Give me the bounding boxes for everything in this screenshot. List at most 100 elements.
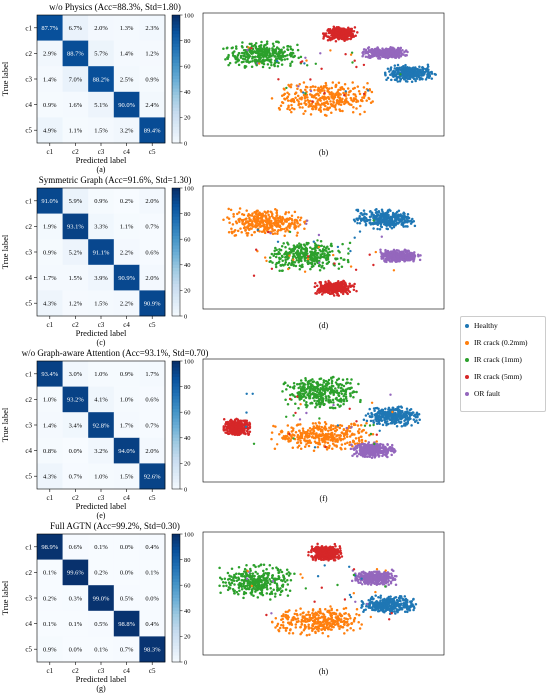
scatter-point [299, 249, 303, 253]
scatter-point [273, 232, 277, 235]
colorbar-segment [172, 383, 180, 387]
scatter-point [375, 213, 379, 217]
scatter-point [249, 223, 252, 226]
scatter-point [427, 71, 431, 75]
scatter-point [296, 87, 299, 91]
scatter-point [268, 66, 271, 70]
scatter-point [276, 218, 280, 222]
heatmap-cell [88, 40, 115, 67]
scatter-point [396, 80, 400, 83]
colorbar-tick-label: 0 [184, 140, 187, 147]
scatter-point [349, 30, 353, 33]
scatter-point [383, 54, 387, 57]
colorbar-segment [172, 31, 180, 35]
scatter-point [341, 378, 345, 382]
scatter-point [390, 78, 393, 82]
scatter-point [299, 216, 303, 219]
scatter-point [329, 100, 332, 103]
heatmap-cell-label: 1.2% [145, 51, 159, 58]
scatter-point [319, 253, 322, 257]
heatmap-cell [37, 15, 63, 41]
scatter-point [284, 260, 288, 264]
scatter-point [384, 72, 387, 76]
scatter-point [402, 412, 406, 416]
colorbar-segment [172, 473, 180, 477]
scatter-point [293, 227, 297, 230]
colorbar-segment [172, 207, 180, 211]
scatter-point [241, 57, 245, 61]
scatter-point [332, 92, 335, 96]
scatter-point [380, 225, 384, 229]
scatter-point [262, 62, 266, 66]
scatter-point [293, 384, 296, 388]
scatter-point [348, 241, 352, 245]
scatter-point [315, 284, 319, 287]
scatter-point [292, 381, 296, 385]
scatter-point [347, 260, 350, 264]
scatter-point [405, 225, 409, 228]
heatmap-cell-label: 3.4% [69, 422, 83, 429]
scatter-point [369, 55, 373, 58]
scatter-point [307, 392, 310, 396]
colorbar-segment [172, 123, 180, 128]
scatter-point [227, 55, 230, 59]
scatter-point [324, 280, 327, 284]
scatter-point [279, 48, 282, 52]
scatter-point [342, 88, 346, 91]
scatter-point [305, 400, 308, 404]
scatter-point [356, 100, 360, 103]
x-axis-label: Predicted label [76, 328, 127, 338]
scatter-point [413, 224, 417, 228]
scatter-point [299, 379, 303, 382]
scatter-point [306, 257, 310, 261]
scatter-point [297, 56, 300, 60]
scatter-point [350, 378, 353, 381]
scatter-point [329, 286, 332, 290]
scatter-point [282, 242, 285, 245]
scatter-point [353, 59, 356, 62]
scatter-point [234, 422, 238, 426]
scatter-point [329, 49, 332, 52]
scatter-point [347, 247, 350, 250]
scatter-point [310, 253, 313, 257]
scatter-point [306, 404, 309, 407]
scatter-point [424, 67, 428, 71]
heatmap-cell-label: 90.0% [118, 102, 135, 109]
scatter-point [366, 81, 369, 85]
scatter-point [222, 429, 226, 432]
scatter-point [235, 47, 238, 50]
scatter-point [247, 46, 250, 49]
scatter-point [406, 71, 410, 74]
heatmap-cell-label: 3.9% [94, 275, 108, 282]
scatter-point [395, 248, 399, 252]
scatter-point [246, 53, 249, 57]
scatter-point [312, 240, 315, 243]
scatter-point [368, 215, 372, 219]
colorbar-segment [172, 40, 180, 45]
scatter-point [272, 44, 275, 48]
scatter-point [283, 227, 286, 231]
scatter-point [270, 219, 273, 223]
colorbar-segment [172, 127, 180, 131]
scatter-point [330, 384, 334, 388]
scatter-point [406, 212, 410, 216]
scatter-point [382, 212, 385, 215]
scatter-point [426, 65, 430, 68]
scatter-point [317, 233, 321, 237]
scatter-point [302, 243, 306, 246]
scatter-point [349, 394, 352, 397]
scatter-point [277, 78, 280, 81]
scatter-point [331, 33, 334, 37]
scatter-point [340, 32, 343, 36]
scatter-point [375, 406, 379, 410]
scatter-point [333, 390, 337, 394]
scatter-point [297, 407, 300, 410]
scatter-point [340, 392, 344, 396]
scatter-point [392, 224, 396, 228]
scatter-point [374, 208, 377, 212]
scatter-point [293, 260, 297, 264]
scatter-point [341, 109, 344, 113]
heatmap-cell [62, 66, 89, 93]
colorbar-segment [172, 72, 180, 77]
scatter-point [285, 86, 288, 90]
